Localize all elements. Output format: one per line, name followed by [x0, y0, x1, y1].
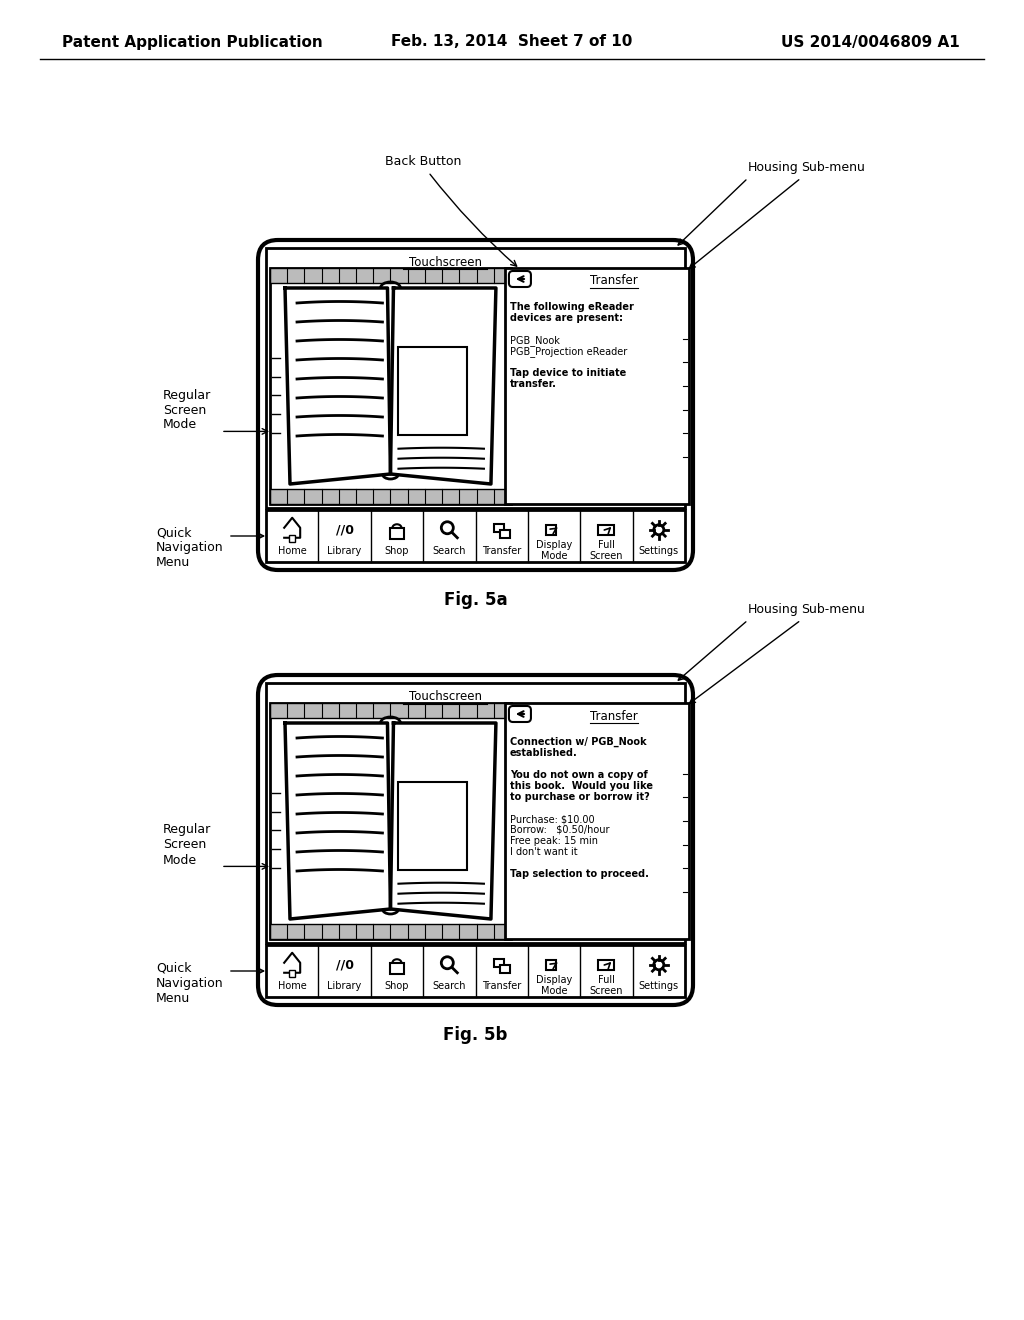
- Bar: [270, 704, 511, 939]
- Bar: [398, 781, 467, 870]
- Text: Touchscreen: Touchscreen: [409, 256, 481, 268]
- Text: Tap device to initiate: Tap device to initiate: [510, 368, 626, 378]
- Text: Home: Home: [278, 545, 306, 556]
- Text: The following eReader: The following eReader: [510, 302, 634, 312]
- Text: Free peak: 15 min: Free peak: 15 min: [510, 836, 598, 846]
- Text: Library: Library: [328, 981, 361, 990]
- Bar: [266, 248, 685, 508]
- Bar: [270, 268, 511, 282]
- Polygon shape: [285, 723, 390, 919]
- Text: Home: Home: [278, 981, 306, 990]
- Text: Transfer: Transfer: [482, 545, 521, 556]
- Polygon shape: [285, 517, 300, 537]
- Text: Quick
Navigation
Menu: Quick Navigation Menu: [156, 527, 223, 569]
- Text: this book.  Would you like: this book. Would you like: [510, 781, 653, 791]
- Text: Touchscreen: Touchscreen: [409, 690, 481, 704]
- Text: Feb. 13, 2014  Sheet 7 of 10: Feb. 13, 2014 Sheet 7 of 10: [391, 34, 633, 49]
- Text: //0: //0: [336, 958, 353, 972]
- Bar: [289, 970, 295, 977]
- Text: Full
Screen: Full Screen: [590, 974, 624, 997]
- Text: Sub-menu: Sub-menu: [801, 161, 865, 174]
- Text: Back Button: Back Button: [385, 154, 462, 168]
- Text: Fig. 5b: Fig. 5b: [443, 1026, 508, 1044]
- Text: Fig. 5a: Fig. 5a: [443, 591, 507, 609]
- Text: Tap selection to proceed.: Tap selection to proceed.: [510, 869, 649, 879]
- Bar: [289, 535, 295, 543]
- Bar: [390, 528, 403, 539]
- Polygon shape: [390, 723, 496, 919]
- Text: //0: //0: [336, 523, 353, 536]
- Text: Settings: Settings: [639, 545, 679, 556]
- Bar: [270, 268, 511, 504]
- Bar: [546, 525, 556, 535]
- Text: You do not own a copy of: You do not own a copy of: [510, 770, 647, 780]
- Text: Settings: Settings: [639, 981, 679, 990]
- Bar: [390, 962, 403, 974]
- Bar: [546, 960, 556, 970]
- Text: Regular
Screen
Mode: Regular Screen Mode: [163, 824, 211, 866]
- Text: Regular
Screen
Mode: Regular Screen Mode: [163, 388, 211, 432]
- Polygon shape: [285, 953, 300, 973]
- Polygon shape: [390, 288, 496, 484]
- FancyBboxPatch shape: [258, 240, 693, 570]
- FancyBboxPatch shape: [509, 271, 530, 286]
- Text: PGB_Nook: PGB_Nook: [510, 335, 560, 346]
- Bar: [500, 965, 510, 973]
- Text: Display
Mode: Display Mode: [536, 540, 572, 561]
- Bar: [500, 529, 510, 537]
- Text: Display
Mode: Display Mode: [536, 974, 572, 997]
- Text: Purchase: $10.00: Purchase: $10.00: [510, 814, 595, 824]
- Text: Full
Screen: Full Screen: [590, 540, 624, 561]
- Text: Transfer: Transfer: [590, 710, 638, 722]
- FancyBboxPatch shape: [509, 706, 530, 722]
- Text: I don't want it: I don't want it: [510, 847, 578, 857]
- Text: US 2014/0046809 A1: US 2014/0046809 A1: [781, 34, 961, 49]
- Text: Search: Search: [432, 981, 466, 990]
- Polygon shape: [285, 288, 390, 484]
- Bar: [266, 510, 685, 562]
- Text: Shop: Shop: [385, 545, 410, 556]
- Text: Sub-menu: Sub-menu: [801, 603, 865, 616]
- FancyBboxPatch shape: [258, 675, 693, 1005]
- Bar: [598, 960, 614, 970]
- Bar: [266, 945, 685, 997]
- Bar: [494, 524, 504, 532]
- Text: Patent Application Publication: Patent Application Publication: [62, 34, 323, 49]
- Text: Housing: Housing: [748, 161, 799, 174]
- Text: Housing: Housing: [748, 603, 799, 616]
- Text: established.: established.: [510, 748, 578, 758]
- Text: PGB_Projection eReader: PGB_Projection eReader: [510, 346, 627, 356]
- Text: Shop: Shop: [385, 981, 410, 990]
- Text: Library: Library: [328, 545, 361, 556]
- Bar: [270, 488, 511, 504]
- Text: devices are present:: devices are present:: [510, 313, 623, 323]
- Bar: [270, 704, 511, 718]
- Bar: [505, 704, 689, 939]
- Bar: [266, 682, 685, 942]
- Text: Borrow:   $0.50/hour: Borrow: $0.50/hour: [510, 825, 609, 836]
- Text: Transfer: Transfer: [590, 275, 638, 288]
- Text: to purchase or borrow it?: to purchase or borrow it?: [510, 792, 649, 803]
- Bar: [270, 924, 511, 939]
- Bar: [494, 958, 504, 966]
- Bar: [505, 268, 689, 504]
- Text: Quick
Navigation
Menu: Quick Navigation Menu: [156, 961, 223, 1005]
- Text: transfer.: transfer.: [510, 379, 557, 389]
- Bar: [398, 347, 467, 436]
- Text: Connection w/ PGB_Nook: Connection w/ PGB_Nook: [510, 737, 646, 747]
- Text: Search: Search: [432, 545, 466, 556]
- Text: Transfer: Transfer: [482, 981, 521, 990]
- Bar: [598, 525, 614, 535]
